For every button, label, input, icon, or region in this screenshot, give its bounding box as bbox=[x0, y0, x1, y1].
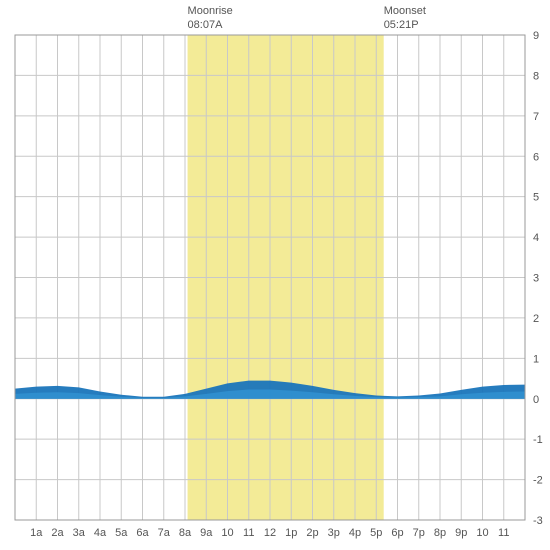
x-tick-label: 4p bbox=[349, 527, 361, 539]
x-tick-label: 4a bbox=[94, 527, 107, 539]
x-tick-label: 8p bbox=[434, 527, 446, 539]
y-tick-label: 7 bbox=[533, 111, 539, 123]
x-tick-label: 10 bbox=[221, 527, 233, 539]
y-tick-label: 3 bbox=[533, 273, 539, 285]
x-tick-label: 5a bbox=[115, 527, 128, 539]
x-tick-label: 2p bbox=[306, 527, 318, 539]
y-tick-label: -3 bbox=[533, 515, 543, 527]
x-tick-label: 9a bbox=[200, 527, 213, 539]
y-tick-label: -1 bbox=[533, 434, 543, 446]
y-tick-label: 2 bbox=[533, 313, 539, 325]
y-tick-label: 6 bbox=[533, 151, 539, 163]
chart-svg: -3-2-101234567891a2a3a4a5a6a7a8a9a101112… bbox=[0, 0, 550, 550]
moonrise-label: Moonrise bbox=[188, 5, 233, 17]
x-tick-label: 11 bbox=[243, 527, 254, 539]
moonrise-time: 08:07A bbox=[188, 19, 224, 31]
x-tick-label: 3p bbox=[328, 527, 340, 539]
x-tick-label: 7p bbox=[413, 527, 425, 539]
x-tick-label: 3a bbox=[73, 527, 86, 539]
y-tick-label: 9 bbox=[533, 30, 539, 42]
x-tick-label: 9p bbox=[455, 527, 467, 539]
moonset-label: Moonset bbox=[384, 5, 426, 17]
y-tick-label: 8 bbox=[533, 70, 539, 82]
y-tick-label: 1 bbox=[533, 353, 539, 365]
moonset-time: 05:21P bbox=[384, 19, 419, 31]
y-tick-label: 4 bbox=[533, 232, 539, 244]
y-tick-label: 0 bbox=[533, 394, 539, 406]
y-tick-label: 5 bbox=[533, 192, 539, 204]
x-tick-label: 1p bbox=[285, 527, 297, 539]
x-tick-label: 6p bbox=[391, 527, 403, 539]
x-tick-label: 12 bbox=[264, 527, 276, 539]
x-tick-label: 7a bbox=[158, 527, 171, 539]
x-tick-label: 5p bbox=[370, 527, 382, 539]
x-tick-label: 1a bbox=[30, 527, 43, 539]
x-tick-label: 6a bbox=[136, 527, 149, 539]
x-tick-label: 8a bbox=[179, 527, 192, 539]
x-tick-label: 2a bbox=[51, 527, 64, 539]
tide-chart: -3-2-101234567891a2a3a4a5a6a7a8a9a101112… bbox=[0, 0, 550, 550]
x-tick-label: 11 bbox=[498, 527, 509, 539]
x-tick-label: 10 bbox=[476, 527, 488, 539]
y-tick-label: -2 bbox=[533, 475, 543, 487]
